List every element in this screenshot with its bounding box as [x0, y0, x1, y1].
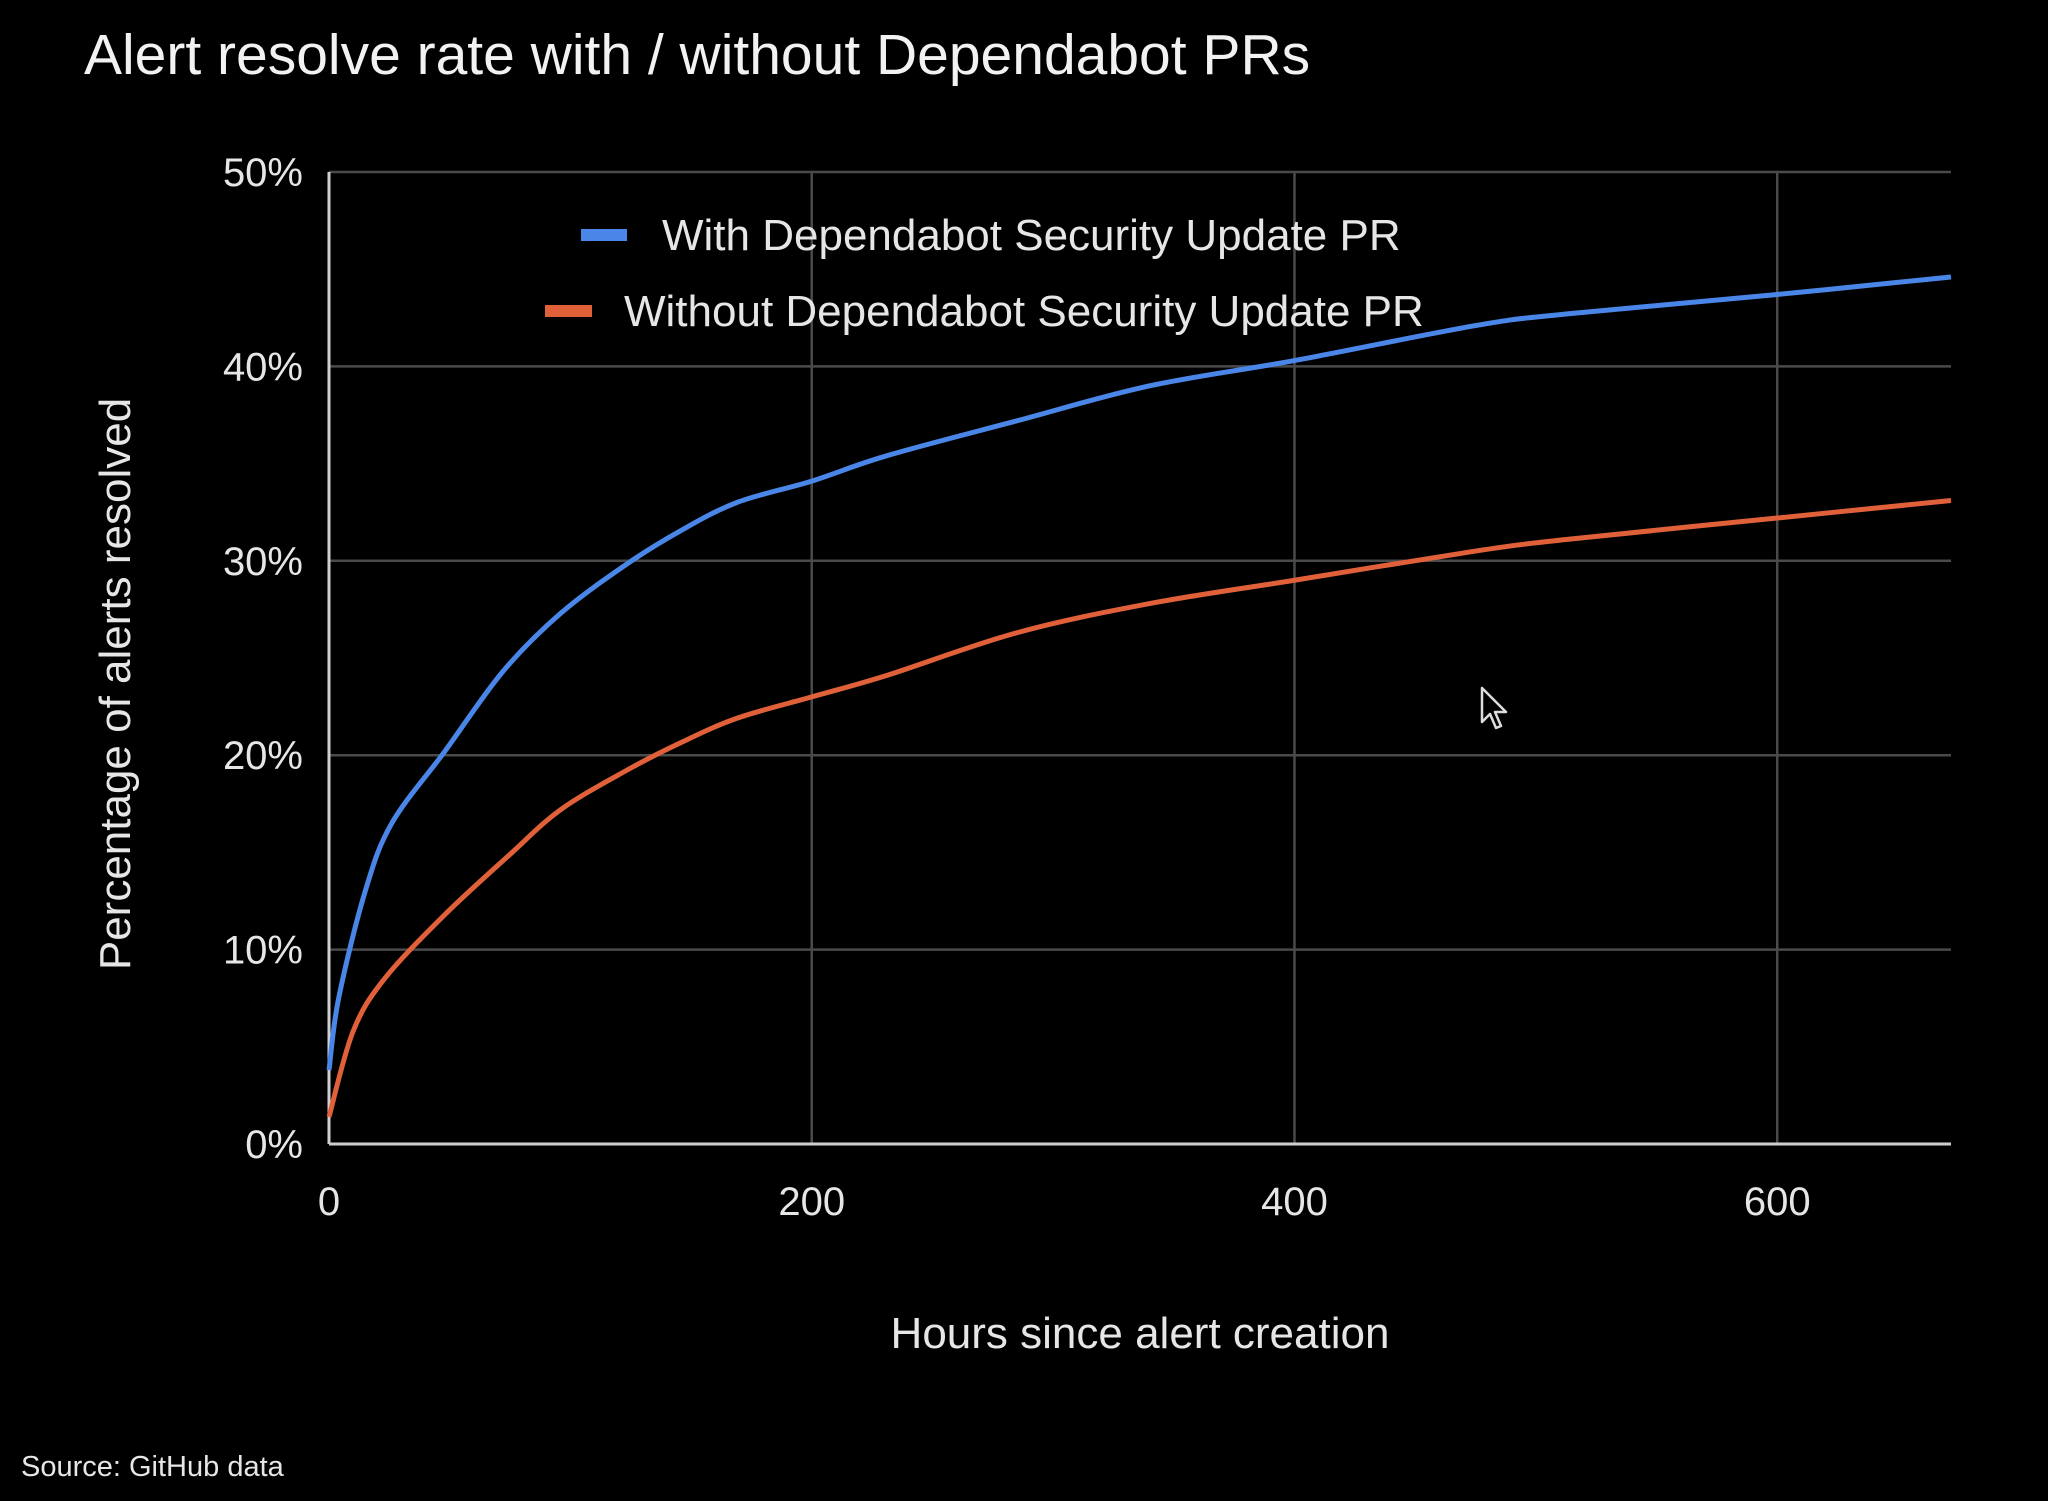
source-note: Source: GitHub data: [21, 1451, 285, 1483]
series-group: [326, 274, 1952, 1118]
x-tick-label: 200: [778, 1180, 845, 1224]
y-tick-label: 20%: [223, 734, 303, 778]
series-line-without: [326, 498, 1952, 1118]
series-line-with: [326, 274, 1952, 1071]
x-tick-label: 600: [1744, 1180, 1811, 1224]
x-axis-label: Hours since alert creation: [891, 1309, 1390, 1358]
y-tick-label: 50%: [223, 151, 303, 195]
y-axis-label: Percentage of alerts resolved: [91, 398, 140, 970]
cursor-icon: [1480, 686, 1508, 730]
chart-title: Alert resolve rate with / without Depend…: [84, 23, 1310, 87]
y-tick-label: 10%: [223, 929, 303, 973]
y-tick-label: 0%: [245, 1123, 303, 1167]
tick-labels: 0% 10% 20% 30% 40% 50% 0 200 400 600: [223, 151, 1811, 1224]
y-tick-label: 40%: [223, 345, 303, 389]
y-tick-label: 30%: [223, 540, 303, 584]
x-tick-label: 0: [318, 1180, 340, 1224]
grid: [327, 170, 1951, 1146]
legend-label: Without Dependabot Security Update PR: [624, 287, 1424, 336]
legend-label: With Dependabot Security Update PR: [662, 211, 1401, 260]
legend: With Dependabot Security Update PR Withou…: [545, 211, 1424, 336]
x-tick-label: 400: [1261, 1180, 1328, 1224]
